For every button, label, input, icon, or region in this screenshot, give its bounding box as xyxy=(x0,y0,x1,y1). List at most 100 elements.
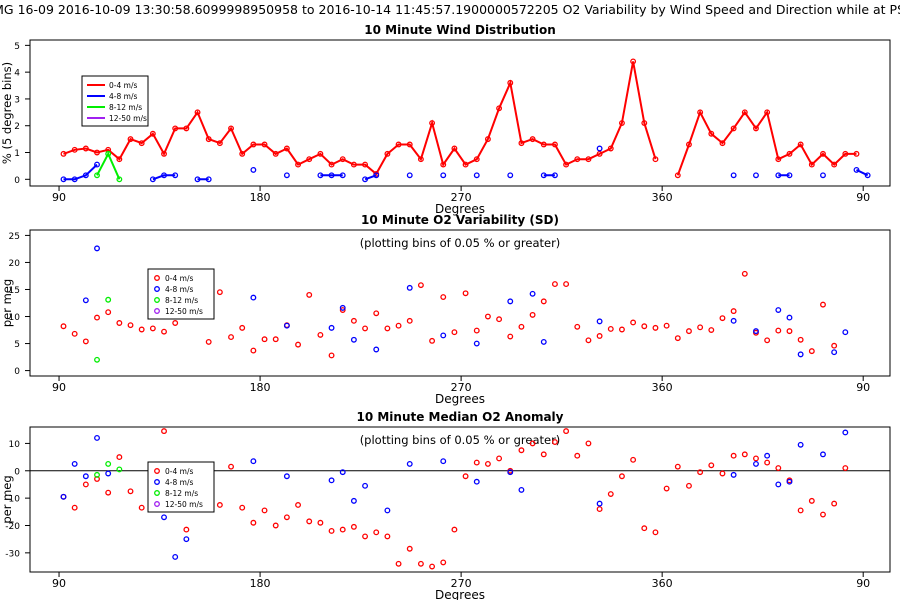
data-point xyxy=(362,176,369,183)
data-point xyxy=(82,145,89,152)
data-point xyxy=(853,166,860,173)
data-point xyxy=(205,176,212,183)
data-point xyxy=(663,485,670,492)
data-point xyxy=(94,172,100,179)
data-point xyxy=(831,342,838,349)
legend-swatch xyxy=(154,275,160,281)
data-point xyxy=(484,460,491,467)
data-point xyxy=(730,471,737,478)
plot-frame xyxy=(29,426,891,573)
data-point xyxy=(138,504,145,511)
y-tick-label: 4 xyxy=(14,69,20,79)
data-point xyxy=(719,470,726,477)
y-tick-label: -10 xyxy=(5,495,20,505)
x-tick-label: 360 xyxy=(652,191,673,204)
data-point xyxy=(71,176,78,183)
data-point xyxy=(172,125,179,132)
data-point xyxy=(484,313,491,320)
data-point xyxy=(272,336,279,343)
data-point xyxy=(529,440,536,447)
data-point xyxy=(462,473,469,480)
data-point xyxy=(607,326,614,332)
data-point xyxy=(563,161,570,168)
data-point xyxy=(585,156,592,163)
data-point xyxy=(551,172,558,179)
data-point xyxy=(362,533,369,540)
data-point xyxy=(250,519,257,526)
legend: 0-4 m/s 4-8 m/s 8-12 m/s 12-50 m/s xyxy=(147,461,215,513)
data-point xyxy=(116,320,123,326)
data-point xyxy=(797,441,804,448)
data-point xyxy=(686,482,692,489)
data-point xyxy=(116,176,123,183)
x-tick-label: 270 xyxy=(451,577,472,590)
series-line xyxy=(63,61,857,176)
panel-1: 10 Minute Wind Distribution Degrees % (5 d… xyxy=(0,23,891,216)
data-point xyxy=(373,172,380,179)
data-point xyxy=(60,323,67,330)
data-point xyxy=(462,161,469,168)
data-point xyxy=(775,307,782,313)
data-point xyxy=(753,455,759,462)
data-point xyxy=(283,145,290,152)
data-point xyxy=(540,451,547,458)
data-point xyxy=(417,560,424,567)
data-point xyxy=(161,150,167,157)
legend-swatch xyxy=(154,308,160,314)
data-point xyxy=(373,310,380,317)
data-point xyxy=(507,469,514,476)
data-point xyxy=(563,428,570,435)
data-point xyxy=(172,172,179,179)
data-point xyxy=(395,141,402,148)
data-point xyxy=(674,335,681,342)
data-point xyxy=(697,469,704,476)
data-point xyxy=(551,141,558,148)
series-1 xyxy=(60,58,860,179)
legend-label: 0-4 m/s xyxy=(165,274,193,283)
data-point xyxy=(440,559,447,566)
data-point xyxy=(172,320,179,326)
data-point xyxy=(473,172,480,179)
data-point xyxy=(473,340,480,347)
data-point xyxy=(719,140,726,147)
chart-subtitle: (plotting bins of 0.05 % or greater) xyxy=(360,433,561,447)
data-point xyxy=(529,290,536,297)
x-tick-label: 180 xyxy=(250,381,271,394)
data-point xyxy=(94,161,100,168)
data-point xyxy=(317,519,324,526)
data-point xyxy=(339,469,346,476)
data-point xyxy=(775,465,782,471)
data-point xyxy=(350,161,357,168)
data-point xyxy=(496,105,503,112)
data-point xyxy=(607,491,614,497)
data-point xyxy=(82,172,89,179)
data-point xyxy=(764,452,771,459)
data-point xyxy=(272,522,279,529)
data-point xyxy=(473,156,480,163)
data-point xyxy=(786,314,793,321)
data-point xyxy=(116,454,123,461)
data-point xyxy=(585,440,592,447)
data-point xyxy=(350,497,357,504)
data-point xyxy=(94,149,100,156)
legend-swatch xyxy=(154,286,160,292)
data-point xyxy=(741,451,748,458)
data-point xyxy=(764,337,771,344)
series-3 xyxy=(94,150,123,183)
data-point xyxy=(652,156,659,163)
y-tick-label: 10 xyxy=(9,313,21,323)
data-point xyxy=(94,434,100,441)
data-point xyxy=(328,161,335,168)
data-point xyxy=(60,176,67,183)
data-point xyxy=(216,502,223,508)
chart-title: 10 Minute Median O2 Anomaly xyxy=(356,410,563,424)
data-point xyxy=(216,289,223,296)
data-point xyxy=(306,156,313,163)
data-point xyxy=(518,140,525,147)
data-point xyxy=(708,130,715,137)
data-point xyxy=(831,500,838,507)
data-point xyxy=(429,337,436,344)
y-tick-label: 2 xyxy=(14,122,20,132)
data-point xyxy=(362,325,369,332)
data-point xyxy=(775,481,782,488)
